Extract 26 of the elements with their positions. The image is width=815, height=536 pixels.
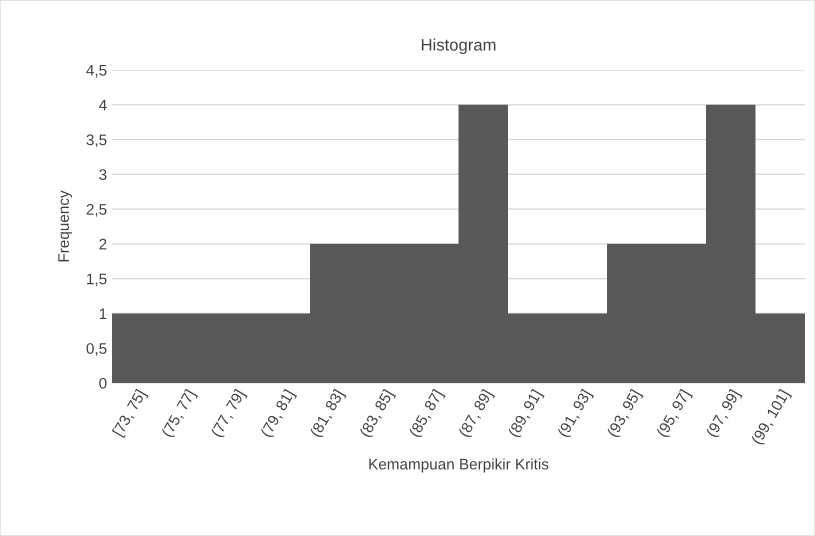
x-tick-label: (93, 95] (606, 388, 644, 440)
y-tick-label: 1 (100, 308, 106, 319)
chart-title: Histogram (422, 38, 496, 54)
y-tick-label: 0,5 (86, 343, 106, 356)
y-tick-label: 4,5 (86, 65, 106, 78)
x-tick-label: (87, 89] (458, 388, 496, 440)
y-axis-title: Frequency (58, 190, 72, 262)
x-tick-label: (79, 81] (260, 388, 298, 440)
y-tick-label: 4 (98, 100, 107, 110)
x-axis-title: Kemampuan Berpikir Kritis (369, 458, 548, 473)
x-tick-label: (75, 77] (160, 388, 198, 440)
x-tick-label: [73, 75] (112, 388, 149, 438)
x-tick-label: (83, 85] (358, 388, 396, 440)
x-tick-label: (81, 83] (309, 388, 347, 440)
x-tick-label: (95, 97] (656, 388, 694, 440)
x-tick-label: (85, 87] (408, 388, 446, 440)
x-tick-label: (97, 99] (705, 388, 743, 440)
x-tick-label: (77, 79] (210, 388, 248, 440)
x-tick-label: (89, 91] (507, 388, 545, 440)
y-tick-label: 2 (99, 238, 106, 250)
y-tick-label: 2,5 (86, 204, 106, 217)
y-tick-label: 0 (99, 378, 107, 389)
x-tick-label: (91, 93] (556, 388, 594, 440)
y-tick-label: 3 (99, 169, 106, 180)
y-tick-label: 1,5 (87, 274, 106, 286)
y-tick-label: 3,5 (86, 134, 106, 148)
